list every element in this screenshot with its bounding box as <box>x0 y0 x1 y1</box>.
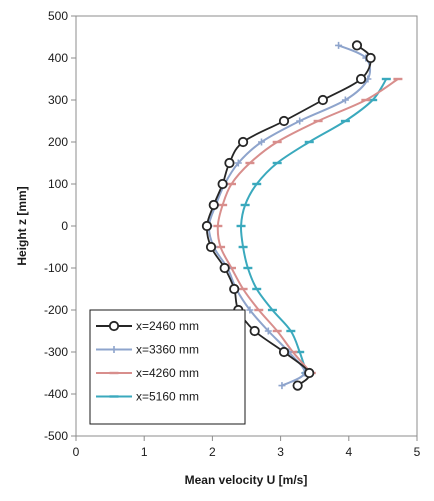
data-point <box>317 94 328 106</box>
legend-item: x=4260 mm <box>96 366 199 380</box>
y-tick-label: 500 <box>48 9 68 23</box>
data-point <box>237 136 249 148</box>
y-tick-label: 300 <box>48 93 68 107</box>
legend-item: x=5160 mm <box>96 390 199 404</box>
legend-swatch-marker <box>108 320 120 332</box>
y-tick-label: -300 <box>44 345 68 359</box>
data-point <box>335 41 343 49</box>
data-point <box>355 73 367 85</box>
x-axis-label: Mean velocity U [m/s] <box>185 473 308 487</box>
x-tick-label: 2 <box>209 445 216 459</box>
legend-label: x=2460 mm <box>136 319 199 333</box>
data-point <box>304 367 315 379</box>
y-axis-label: Height z [mm] <box>15 186 29 265</box>
legend-label: x=4260 mm <box>136 366 199 380</box>
legend-item: x=2460 mm <box>96 319 199 333</box>
data-point <box>278 346 290 358</box>
y-tick-label: -400 <box>44 387 68 401</box>
x-tick-label: 1 <box>141 445 148 459</box>
data-point <box>229 283 240 295</box>
data-point <box>365 52 376 64</box>
data-point <box>249 325 260 337</box>
legend-swatch-marker <box>110 346 118 353</box>
x-tick-label: 4 <box>345 445 352 459</box>
data-point <box>258 138 266 146</box>
data-point <box>278 382 286 390</box>
y-tick-label: 100 <box>48 177 68 191</box>
data-point <box>296 117 304 125</box>
legend-label: x=3360 mm <box>136 343 199 357</box>
data-point <box>246 306 254 314</box>
data-point <box>234 159 242 167</box>
data-point <box>201 220 213 232</box>
axes-layer: 500 400 300 200 100 0 -100 -200 -300 -400 -500 0 1 2 3… <box>44 9 421 459</box>
data-point <box>341 96 349 104</box>
y-tick-label: -100 <box>44 261 68 275</box>
data-point <box>278 115 290 127</box>
x-tick-label: 5 <box>414 445 421 459</box>
y-tick-label: -200 <box>44 303 68 317</box>
series-3 <box>213 77 403 375</box>
x-tick-label: 3 <box>277 445 284 459</box>
legend-item: x=3360 mm <box>96 343 199 357</box>
data-point <box>217 178 228 190</box>
series-4 <box>236 77 391 375</box>
data-point <box>208 199 219 211</box>
data-point <box>219 262 230 274</box>
data-point <box>224 157 235 169</box>
data-point <box>205 241 217 253</box>
y-tick-label: 200 <box>48 135 68 149</box>
y-tick-label: -500 <box>44 429 68 443</box>
data-point <box>351 40 363 51</box>
series-line <box>207 44 372 387</box>
y-tick-label: 0 <box>61 219 68 233</box>
legend-label: x=5160 mm <box>136 390 199 404</box>
data-point <box>292 380 303 391</box>
legend: x=2460 mm x=3360 mm x=4260 mm x=5160 mm <box>89 309 246 425</box>
x-tick-label: 0 <box>73 445 80 459</box>
y-tick-label: 400 <box>48 51 68 65</box>
data-point <box>264 327 272 335</box>
